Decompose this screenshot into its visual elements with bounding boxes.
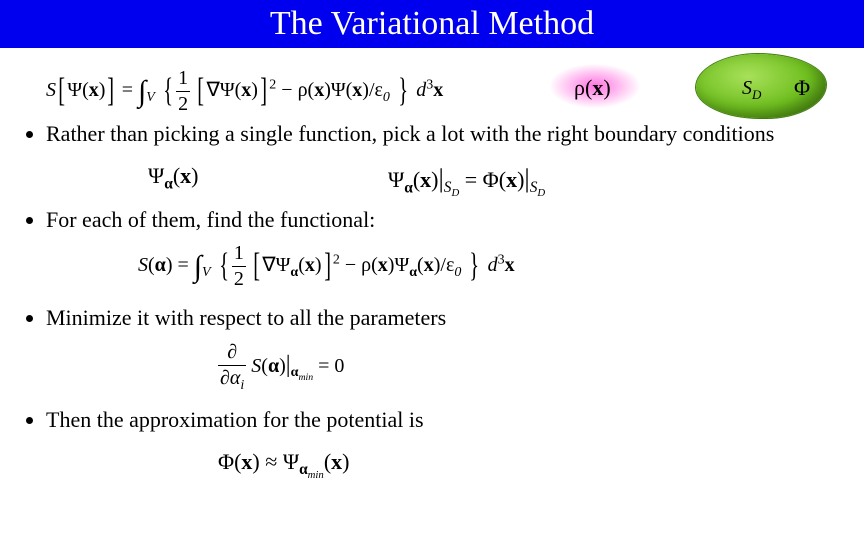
blob-sd-label: SD [742, 76, 761, 103]
title-bar: The Variational Method [0, 0, 864, 48]
psi-alpha: Ψα(x) [148, 162, 198, 194]
equation-2: S(α) = ∫V {12 [∇Ψα(x)]2 − ρ(x)Ψα(x)/ε0 }… [138, 241, 846, 292]
slide: The Variational Method S[Ψ(x)] = ∫V {12 … [0, 0, 864, 540]
domain-blob: SD Φ [696, 54, 826, 118]
equation-3: ∂ ∂αi S(α)|αmin = 0 [218, 340, 846, 395]
equation-4: Φ(x) ≈ Ψαmin(x) [218, 448, 846, 483]
blob-phi-label: Φ [794, 74, 810, 102]
slide-title: The Variational Method [270, 5, 594, 43]
trial-function-row: Ψα(x) Ψα(x)|SD = Φ(x)|SD [18, 156, 846, 196]
rho-label: ρ(x) [574, 74, 611, 102]
bullet-4: Then the approximation for the potential… [46, 406, 846, 434]
bullet-1: Rather than picking a single function, p… [46, 120, 846, 148]
equation-1: S[Ψ(x)] = ∫V {12 [∇Ψ(x)]2 − ρ(x)Ψ(x)/ε0 … [46, 66, 443, 117]
boundary-condition: Ψα(x)|SD = Φ(x)|SD [388, 162, 545, 201]
bullet-3: Minimize it with respect to all the para… [46, 304, 846, 332]
equation-1-row: S[Ψ(x)] = ∫V {12 [∇Ψ(x)]2 − ρ(x)Ψ(x)/ε0 … [18, 58, 846, 114]
slide-content: S[Ψ(x)] = ∫V {12 [∇Ψ(x)]2 − ρ(x)Ψ(x)/ε0 … [0, 48, 864, 482]
bullet-2: For each of them, find the functional: [46, 206, 846, 234]
